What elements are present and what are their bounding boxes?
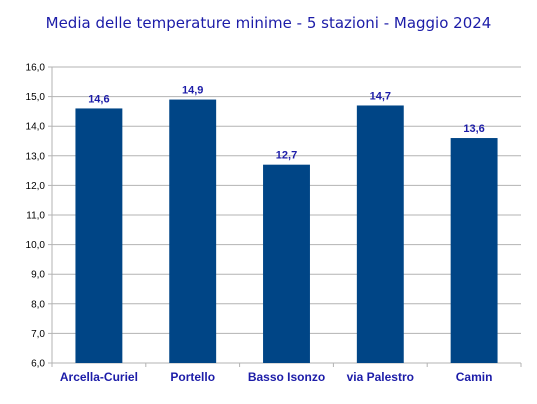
y-tick-label: 13,0: [26, 151, 46, 162]
bar: [169, 99, 217, 363]
x-tick-label: Portello: [170, 370, 215, 384]
labels: 6,0 7,0 8,0 9,0 10,0 11,0 12,0 13,0 14,0 15,0 16,0…: [26, 63, 493, 385]
bar: [450, 138, 498, 363]
bar: [263, 164, 310, 363]
data-label: 12,7: [276, 150, 297, 162]
x-tick-label: Basso Isonzo: [248, 370, 325, 384]
data-label: 14,7: [370, 90, 391, 102]
y-tick-label: 9,0: [31, 270, 45, 281]
y-tick-label: 7,0: [31, 329, 45, 340]
x-tick-label: Camin: [456, 370, 493, 384]
y-tick-label: 12,0: [26, 181, 46, 192]
bar: [356, 105, 404, 363]
x-tick-label: Arcella-Curiel: [60, 370, 138, 384]
bar: [75, 108, 123, 363]
y-tick-label: 8,0: [31, 299, 45, 310]
y-tick-label: 16,0: [26, 63, 46, 74]
y-tick-label: 6,0: [31, 359, 45, 370]
y-tick-label: 10,0: [26, 240, 46, 251]
y-tick-label: 14,0: [26, 122, 46, 133]
bars: [75, 99, 498, 363]
y-tick-label: 11,0: [26, 211, 45, 222]
data-label: 14,9: [182, 85, 203, 97]
chart-title: Media delle temperature minime - 5 stazi…: [45, 14, 492, 32]
x-tick-label: via Palestro: [347, 370, 414, 384]
y-tick-label: 15,0: [26, 92, 46, 103]
data-label: 14,6: [88, 93, 109, 105]
data-label: 13,6: [463, 123, 484, 135]
